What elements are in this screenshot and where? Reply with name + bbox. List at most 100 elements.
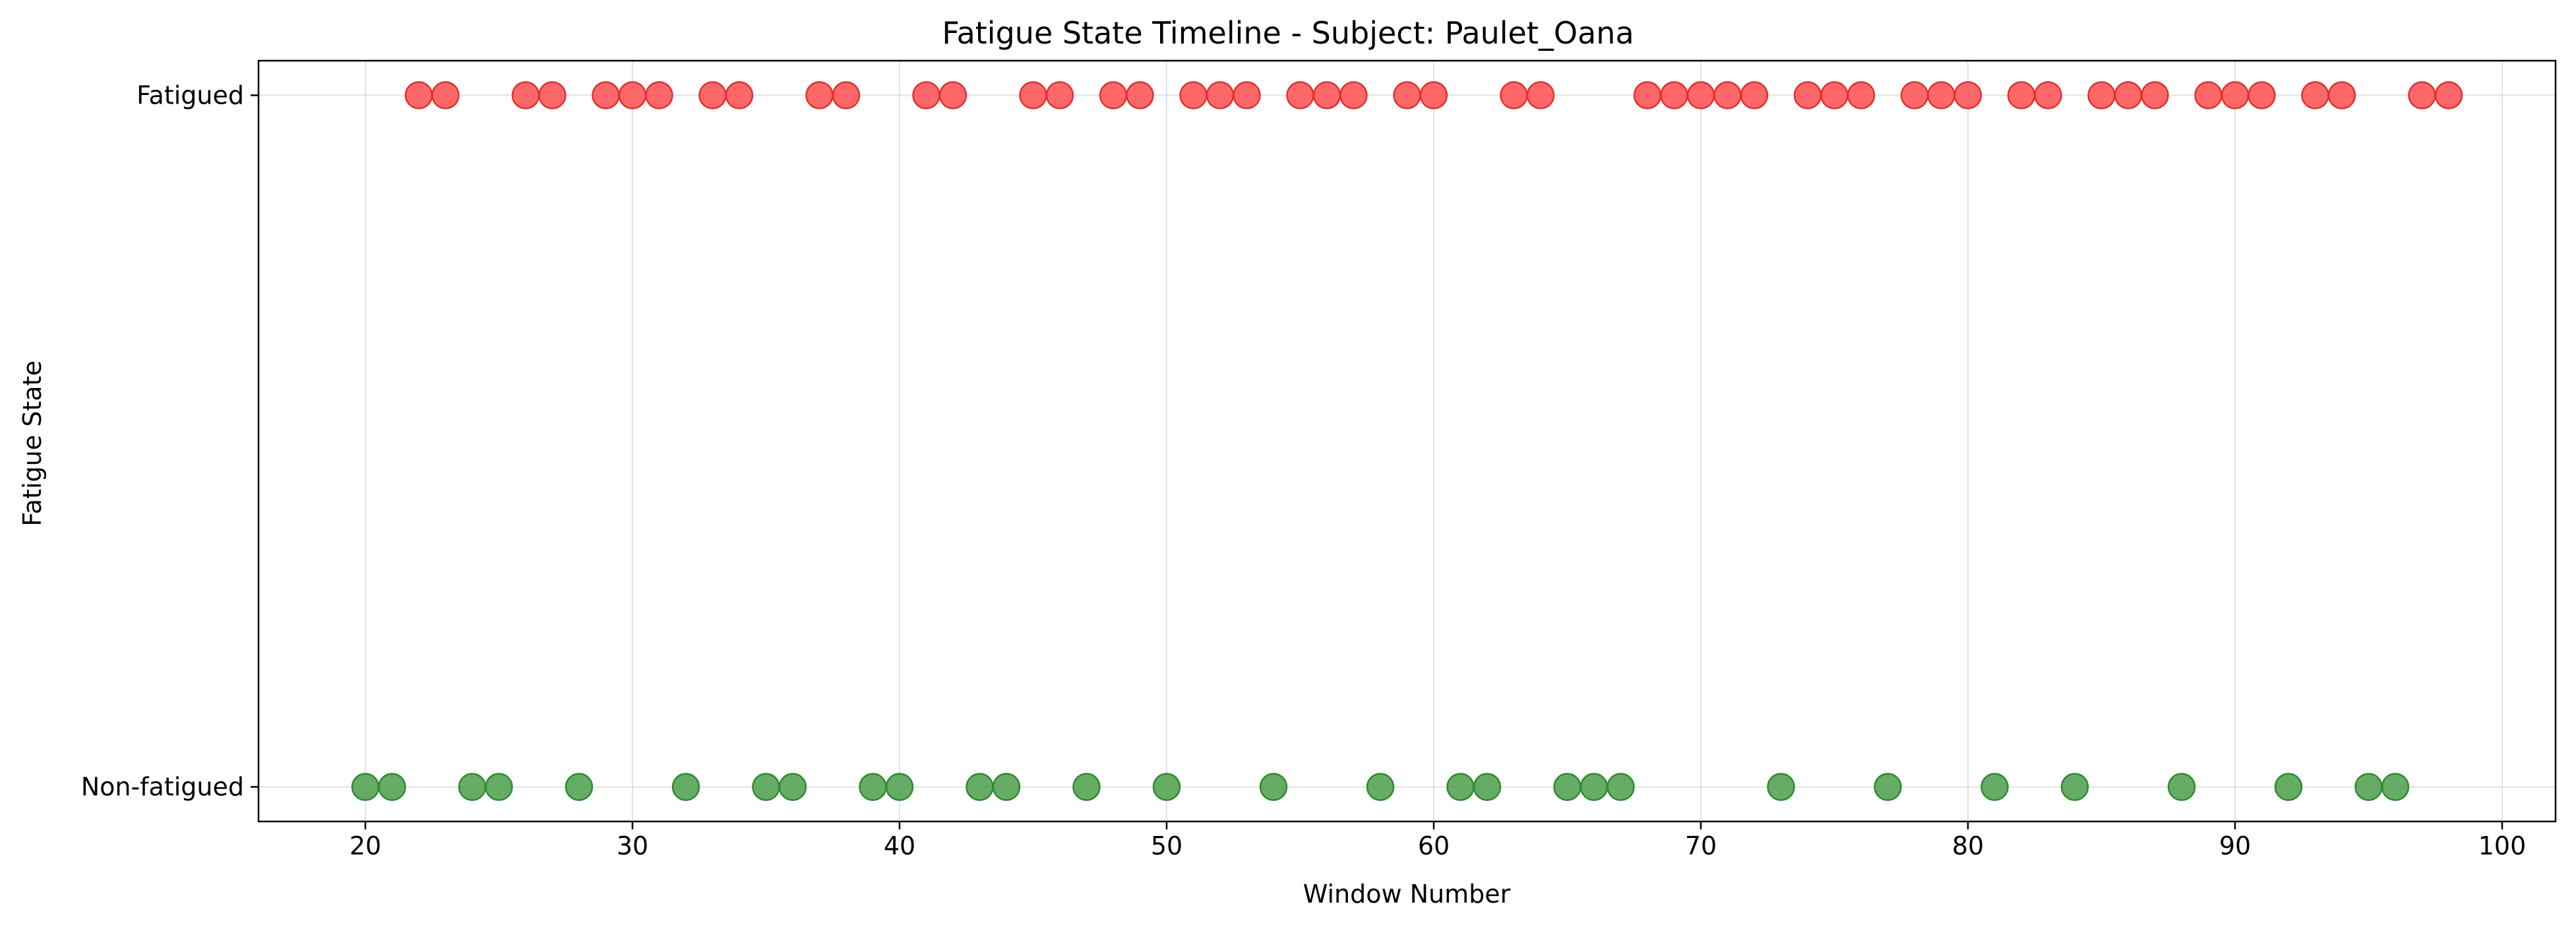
non-fatigued-point bbox=[885, 773, 914, 801]
fatigued-point bbox=[1206, 81, 1235, 110]
non-fatigued-point bbox=[1579, 773, 1609, 801]
non-fatigued-point bbox=[2354, 773, 2383, 801]
x-tick-label: 70 bbox=[1685, 831, 1717, 860]
non-fatigued-point bbox=[1446, 773, 1475, 801]
fatigued-point bbox=[404, 81, 433, 110]
y-tick-label: Fatigued bbox=[137, 80, 244, 110]
fatigued-point bbox=[1820, 81, 1849, 110]
non-fatigued-point bbox=[1874, 773, 1902, 801]
fatigued-point bbox=[2248, 81, 2276, 110]
fatigued-point bbox=[618, 81, 647, 110]
non-fatigued-point bbox=[778, 773, 807, 801]
fatigued-point bbox=[2408, 81, 2436, 110]
non-fatigued-point bbox=[1767, 773, 1795, 801]
fatigued-point bbox=[1927, 81, 1955, 110]
fatigued-point bbox=[1339, 81, 1368, 110]
fatigued-point bbox=[1500, 81, 1528, 110]
fatigued-point bbox=[1953, 81, 1982, 110]
fatigued-point bbox=[938, 81, 967, 110]
non-fatigued-point bbox=[1553, 773, 1581, 801]
non-fatigued-point bbox=[1366, 773, 1395, 801]
fatigued-point bbox=[1900, 81, 1929, 110]
non-fatigued-point bbox=[378, 773, 406, 801]
non-fatigued-point bbox=[859, 773, 887, 801]
fatigued-point bbox=[1126, 81, 1154, 110]
fatigued-point bbox=[2434, 81, 2463, 110]
fatigued-point bbox=[538, 81, 567, 110]
non-fatigued-point bbox=[1980, 773, 2009, 801]
non-fatigued-point bbox=[1607, 773, 1635, 801]
fatigued-point bbox=[912, 81, 940, 110]
x-tick-label: 60 bbox=[1418, 831, 1450, 860]
fatigued-point bbox=[725, 81, 754, 110]
fatigued-point bbox=[1393, 81, 1421, 110]
non-fatigued-point bbox=[671, 773, 700, 801]
non-fatigued-point bbox=[351, 773, 380, 801]
fatigued-point bbox=[2194, 81, 2223, 110]
fatigued-point bbox=[1847, 81, 1876, 110]
non-fatigued-point bbox=[565, 773, 594, 801]
non-fatigued-point bbox=[1072, 773, 1101, 801]
fatigued-point bbox=[1099, 81, 1128, 110]
non-fatigued-point bbox=[2274, 773, 2303, 801]
non-fatigued-point bbox=[2060, 773, 2089, 801]
data-points bbox=[351, 81, 2463, 801]
non-fatigued-point bbox=[1259, 773, 1288, 801]
fatigued-point bbox=[2221, 81, 2250, 110]
x-tick-label: 80 bbox=[1952, 831, 1984, 860]
fatigued-point bbox=[1713, 81, 1742, 110]
x-tick-label: 30 bbox=[617, 831, 648, 860]
y-axis-label: Fatigue State bbox=[18, 360, 47, 526]
fatigued-point bbox=[1179, 81, 1208, 110]
fatigued-point bbox=[1660, 81, 1688, 110]
fatigued-point bbox=[2034, 81, 2062, 110]
non-fatigued-point bbox=[1473, 773, 1502, 801]
fatigued-point bbox=[1312, 81, 1341, 110]
fatigued-point bbox=[2114, 81, 2143, 110]
fatigued-point bbox=[2087, 81, 2116, 110]
fatigued-point bbox=[645, 81, 673, 110]
x-tick-label: 100 bbox=[2478, 831, 2527, 860]
fatigued-point bbox=[1419, 81, 1448, 110]
non-fatigued-point bbox=[992, 773, 1021, 801]
chart-title: Fatigue State Timeline - Subject: Paulet… bbox=[942, 15, 1634, 51]
fatigued-point bbox=[1019, 81, 1047, 110]
fatigued-point bbox=[1286, 81, 1314, 110]
non-fatigued-point bbox=[458, 773, 487, 801]
fatigued-point bbox=[511, 81, 540, 110]
non-fatigued-point bbox=[752, 773, 780, 801]
non-fatigued-point bbox=[2167, 773, 2196, 801]
non-fatigued-point bbox=[2381, 773, 2410, 801]
y-tick-label: Non-fatigued bbox=[81, 773, 244, 802]
fatigued-point bbox=[1793, 81, 1822, 110]
x-tick-label: 40 bbox=[884, 831, 915, 860]
x-tick-label: 50 bbox=[1151, 831, 1182, 860]
fatigued-point bbox=[2301, 81, 2329, 110]
fatigued-point bbox=[1233, 81, 1261, 110]
fatigued-point bbox=[698, 81, 727, 110]
fatigued-point bbox=[832, 81, 861, 110]
non-fatigued-point bbox=[485, 773, 513, 801]
fatigued-point bbox=[1740, 81, 1769, 110]
plot-frame bbox=[257, 59, 2557, 823]
x-tick-label: 90 bbox=[2219, 831, 2251, 860]
non-fatigued-point bbox=[966, 773, 994, 801]
x-tick-label: 20 bbox=[350, 831, 381, 860]
fatigued-point bbox=[1526, 81, 1555, 110]
fatigued-point bbox=[1686, 81, 1715, 110]
fatigued-point bbox=[1633, 81, 1662, 110]
fatigued-point bbox=[805, 81, 834, 110]
fatigued-point bbox=[1045, 81, 1074, 110]
fatigued-point bbox=[431, 81, 460, 110]
x-axis-label: Window Number bbox=[1303, 880, 1511, 909]
fatigued-point bbox=[2141, 81, 2169, 110]
fatigued-point bbox=[2327, 81, 2356, 110]
x-axis-ticks: 20 30 40 50 60 70 80 90 100 bbox=[350, 821, 2526, 860]
fatigued-point bbox=[2007, 81, 2036, 110]
y-axis-ticks: Non-fatigued Fatigued bbox=[81, 80, 259, 802]
fatigued-point bbox=[592, 81, 620, 110]
non-fatigued-point bbox=[1152, 773, 1181, 801]
